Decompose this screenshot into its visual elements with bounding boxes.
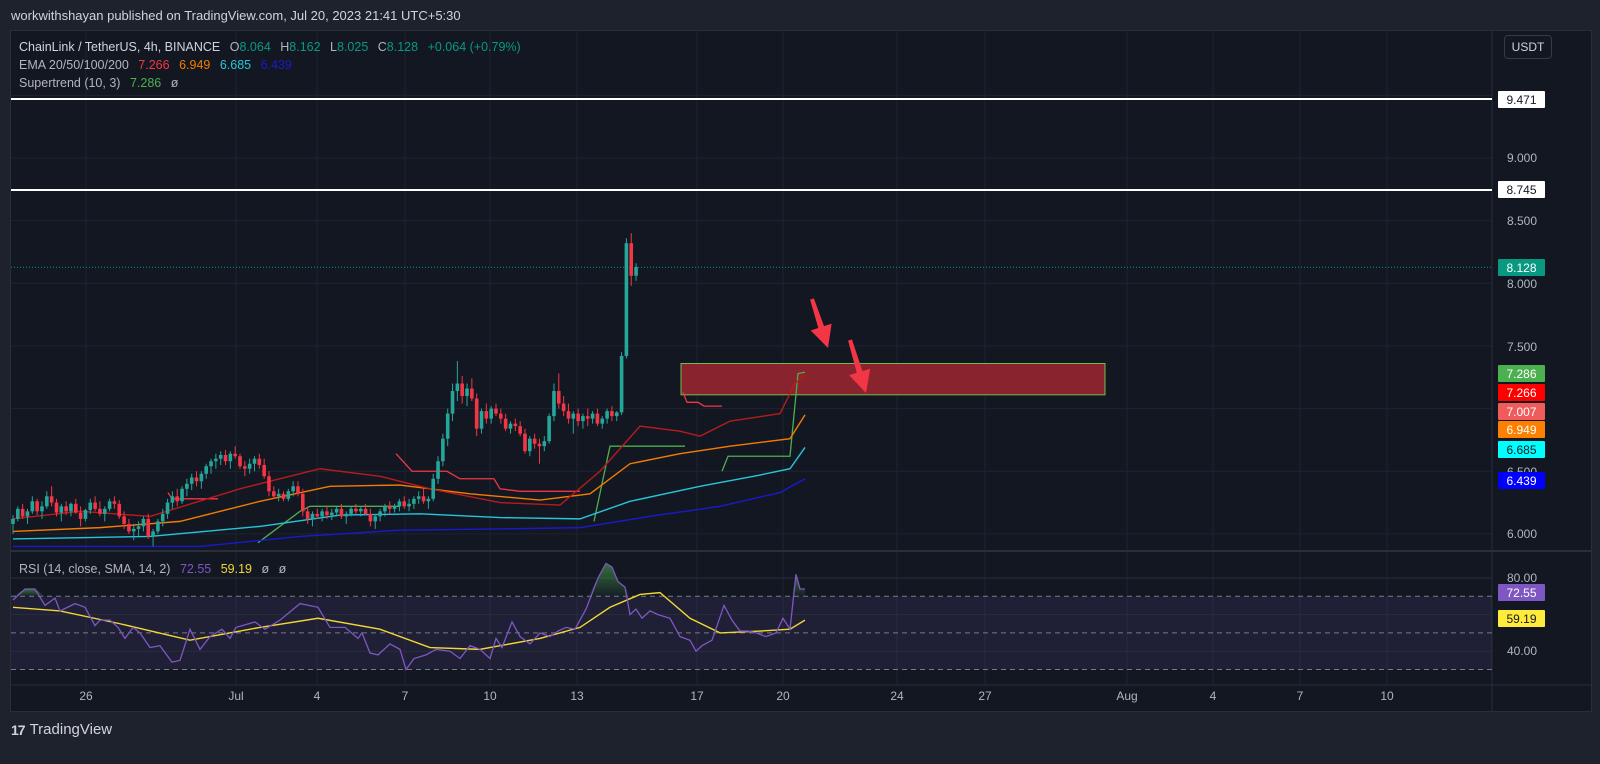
price-tick: 7.500 (1507, 340, 1538, 354)
price-tag: 8.745 (1498, 181, 1545, 198)
time-tick: 10 (1380, 689, 1394, 703)
ema50-value: 6.949 (179, 58, 211, 72)
price-tag: 7.286 (1498, 365, 1545, 382)
rsi-tick: 40.00 (1507, 644, 1538, 658)
supertrend-legend[interactable]: Supertrend (10, 3) 7.286 ø (19, 76, 184, 90)
ema100-value: 6.685 (219, 58, 252, 72)
price-tick: 9.000 (1507, 151, 1538, 165)
published-caption: workwithshayan published on TradingView.… (11, 8, 461, 23)
low-label: L (330, 40, 337, 54)
time-tick: 7 (401, 689, 409, 703)
price-tag: 6.949 (1498, 421, 1545, 438)
tradingview-brand: TradingView (29, 721, 113, 738)
time-tick: 4 (313, 689, 321, 703)
rsi-label: RSI (14, close, SMA, 14, 2) (19, 562, 171, 576)
tradingview-footer[interactable]: 17 TradingView (11, 721, 112, 738)
rsi-tick: 80.00 (1507, 571, 1538, 585)
supertrend-label: Supertrend (10, 3) (19, 76, 121, 90)
close-label: C (377, 40, 387, 54)
rsi-value: 72.55 (179, 562, 212, 576)
rsi-sma-value: 59.19 (220, 562, 252, 576)
ema-label: EMA 20/50/100/200 (19, 58, 129, 72)
rsi-extra-1: ø (261, 562, 270, 576)
high-value: 8.162 (289, 40, 321, 54)
symbol-label[interactable]: ChainLink / TetherUS, 4h, BINANCE (19, 40, 221, 54)
price-tag: 9.471 (1498, 91, 1545, 108)
open-value: 8.064 (239, 40, 271, 54)
ema-legend[interactable]: EMA 20/50/100/200 7.266 6.949 6.685 6.43… (19, 58, 298, 72)
low-value: 8.025 (337, 40, 369, 54)
close-value: 8.128 (386, 40, 419, 54)
time-tick: 7 (1296, 689, 1304, 703)
time-tick: 17 (690, 689, 704, 703)
price-tick: 8.500 (1507, 214, 1538, 228)
price-tick: 8.000 (1507, 277, 1538, 291)
time-tick: Jul (228, 689, 244, 703)
tradingview-logo-icon: 17 (11, 721, 26, 738)
ema20-value: 7.266 (138, 58, 170, 72)
time-tick: 24 (890, 689, 904, 703)
supertrend-extra: ø (170, 76, 179, 90)
open-label: O (229, 40, 240, 54)
time-tick: 27 (978, 689, 992, 703)
time-tick: 20 (776, 689, 790, 703)
rsi-extra-2: ø (278, 562, 287, 576)
price-tag: 8.128 (1498, 259, 1545, 276)
rsi-tag: 59.19 (1498, 610, 1545, 627)
price-tag: 7.266 (1498, 384, 1545, 401)
price-tag: 6.439 (1498, 472, 1545, 489)
price-tick: 6.000 (1507, 527, 1538, 541)
change-value: +0.064 (+0.79%) (427, 40, 521, 54)
supertrend-value: 7.286 (129, 76, 162, 90)
high-label: H (280, 40, 290, 54)
price-tag: 6.685 (1498, 441, 1545, 458)
ema200-value: 6.439 (260, 58, 292, 72)
rsi-legend[interactable]: RSI (14, close, SMA, 14, 2) 72.55 59.19 … (19, 562, 292, 576)
time-tick: 26 (79, 689, 93, 703)
time-tick: 13 (570, 689, 584, 703)
currency-button[interactable]: USDT (1504, 35, 1552, 59)
time-tick: 4 (1209, 689, 1217, 703)
price-tag: 7.007 (1498, 403, 1545, 420)
time-tick: Aug (1116, 689, 1138, 703)
time-tick: 10 (483, 689, 497, 703)
rsi-tag: 72.55 (1498, 584, 1545, 601)
symbol-legend: ChainLink / TetherUS, 4h, BINANCE O8.064… (19, 40, 527, 54)
